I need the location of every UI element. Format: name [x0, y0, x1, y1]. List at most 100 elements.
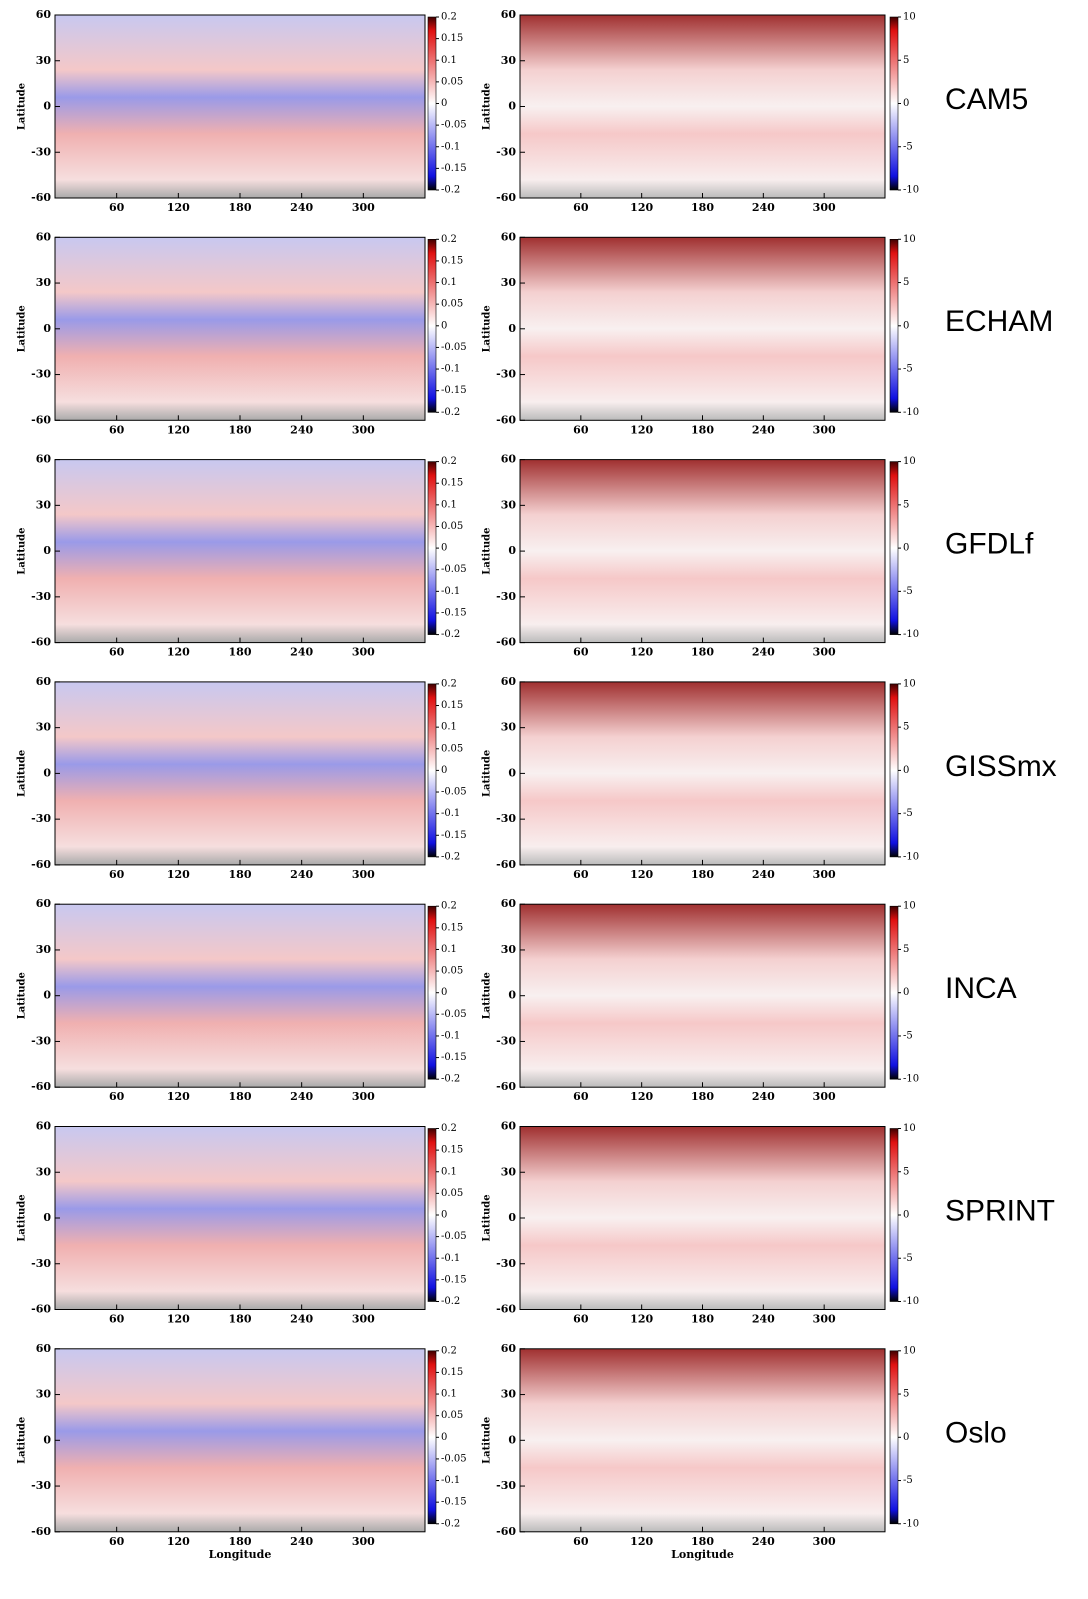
colorbar-tick-label: 0.2	[441, 901, 457, 912]
colorbar-tick-label: 0	[903, 1432, 909, 1443]
colorbar-tick-label: -0.2	[441, 629, 460, 640]
colorbar-tick-label: -0.2	[441, 185, 460, 196]
map-field	[55, 904, 425, 1088]
x-tick-label: 240	[752, 1535, 775, 1548]
colorbar-tick-label: -10	[903, 851, 919, 862]
colorbar-tick-label: 0.05	[441, 966, 463, 977]
colorbar-tick-label: -0.1	[441, 1253, 460, 1264]
colorbar-tick-label: 0.2	[441, 678, 457, 689]
colorbar-tick-label: 5	[903, 499, 909, 510]
y-axis-label: Latitude	[482, 305, 493, 352]
y-tick-label: 0	[508, 322, 516, 335]
colorbar-tick-label: 0.15	[441, 478, 463, 489]
y-tick-label: 60	[501, 897, 517, 910]
colorbar-tick-label: -10	[903, 1074, 919, 1085]
y-tick-label: -60	[496, 1525, 516, 1538]
colorbar-tick-label: -0.15	[441, 830, 467, 841]
colorbar-tick-label: 0.2	[441, 1345, 457, 1356]
y-tick-label: 60	[501, 8, 517, 21]
colorbar-tick-label: -0.15	[441, 607, 467, 618]
x-tick-label: 240	[752, 1090, 775, 1103]
colorbar-tick-label: -5	[903, 1475, 913, 1486]
colorbar-tick-label: 0	[903, 765, 909, 776]
map-field	[55, 15, 425, 198]
x-tick-label: 240	[752, 868, 775, 881]
y-tick-label: -30	[31, 145, 51, 158]
x-tick-label: 60	[573, 201, 589, 214]
x-tick-label: 120	[167, 646, 190, 659]
y-tick-label: -60	[496, 636, 516, 649]
colorbar-tick-label: 10	[903, 901, 916, 912]
colorbar-tick-label: -10	[903, 629, 919, 640]
y-tick-label: 60	[501, 675, 517, 688]
x-tick-label: 180	[691, 201, 714, 214]
y-tick-label: -60	[31, 413, 51, 426]
x-tick-label: 300	[813, 423, 836, 436]
x-tick-label: 240	[752, 1313, 775, 1326]
map-field	[55, 237, 425, 421]
y-tick-label: 30	[501, 943, 517, 956]
y-axis-label: Latitude	[482, 1417, 493, 1464]
y-tick-label: 60	[501, 230, 517, 243]
x-tick-label: 120	[167, 1090, 190, 1103]
x-tick-label: 300	[352, 201, 375, 214]
colorbar-tick-label: 0	[441, 987, 447, 998]
colorbar-tick-label: 0	[441, 1432, 447, 1443]
x-tick-label: 300	[352, 1535, 375, 1548]
colorbar-tick-label: -0.15	[441, 385, 467, 396]
x-tick-label: 120	[167, 868, 190, 881]
model-label: Oslo	[945, 1417, 1007, 1450]
y-tick-label: 0	[508, 544, 516, 557]
y-tick-label: -60	[31, 1525, 51, 1538]
colorbar-tick-label: 0.15	[441, 33, 463, 44]
colorbar	[889, 905, 899, 1080]
colorbar-tick-label: 0	[441, 543, 447, 554]
x-tick-label: 120	[167, 201, 190, 214]
y-tick-label: 60	[36, 1120, 52, 1133]
x-tick-label: 120	[167, 1313, 190, 1326]
y-tick-label: 0	[508, 766, 516, 779]
x-tick-label: 180	[229, 201, 252, 214]
y-tick-label: 60	[36, 453, 52, 466]
y-tick-label: 0	[43, 544, 51, 557]
x-tick-label: 240	[290, 1313, 313, 1326]
x-tick-label: 240	[290, 1535, 313, 1548]
x-tick-label: 180	[229, 646, 252, 659]
colorbar-tick-label: 10	[903, 12, 916, 23]
colorbar-tick-label: -0.15	[441, 1052, 467, 1063]
colorbar-tick-label: 0.1	[441, 1166, 457, 1177]
colorbar	[889, 16, 899, 191]
y-tick-label: 60	[36, 1342, 52, 1355]
colorbar	[427, 1350, 437, 1525]
y-tick-label: -30	[496, 590, 516, 603]
x-tick-label: 300	[352, 868, 375, 881]
x-tick-label: 120	[630, 1313, 653, 1326]
x-tick-label: 180	[229, 868, 252, 881]
map-field	[520, 237, 885, 421]
model-label: ECHAM	[945, 305, 1053, 338]
y-axis-label: Latitude	[482, 972, 493, 1019]
y-tick-label: 0	[43, 766, 51, 779]
y-axis-label: Latitude	[17, 83, 28, 130]
y-tick-label: -60	[31, 636, 51, 649]
colorbar-tick-label: -0.05	[441, 564, 467, 575]
y-tick-label: 30	[36, 276, 52, 289]
y-tick-label: 0	[43, 989, 51, 1002]
colorbar-tick-label: 0	[903, 543, 909, 554]
colorbar-tick-label: 5	[903, 1166, 909, 1177]
x-tick-label: 60	[109, 868, 125, 881]
colorbar-tick-label: 0.2	[441, 234, 457, 245]
x-tick-label: 240	[752, 201, 775, 214]
colorbar-tick-label: -5	[903, 141, 913, 152]
colorbar-tick-label: -0.1	[441, 808, 460, 819]
x-tick-label: 240	[290, 423, 313, 436]
y-tick-label: -30	[496, 1479, 516, 1492]
y-tick-label: -30	[496, 812, 516, 825]
map-field	[520, 1348, 885, 1532]
x-tick-label: 120	[630, 201, 653, 214]
colorbar-tick-label: 10	[903, 456, 916, 467]
y-axis-label: Latitude	[482, 750, 493, 797]
x-tick-label: 180	[691, 1090, 714, 1103]
colorbar-tick-label: -0.2	[441, 407, 460, 418]
